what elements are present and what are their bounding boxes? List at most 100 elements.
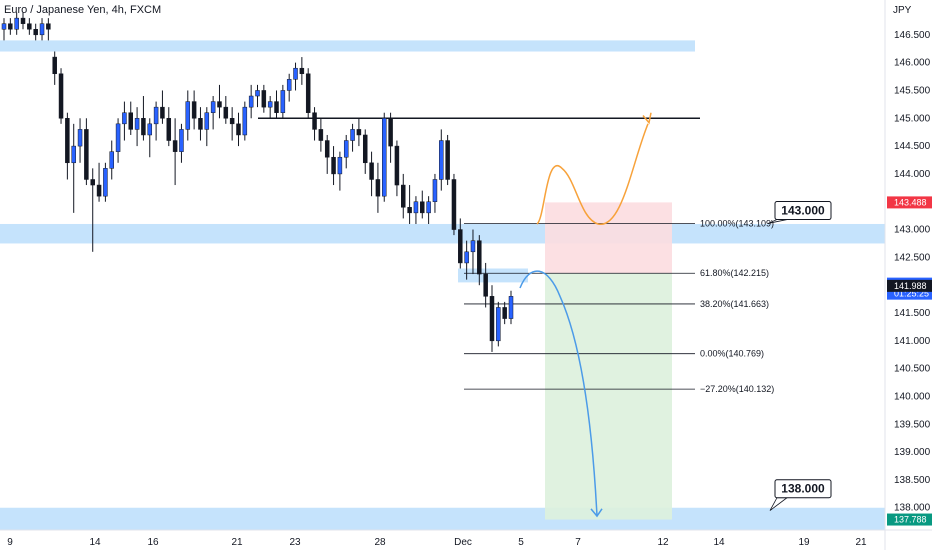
candle-down	[217, 101, 222, 108]
fib-level-label: 38.20%(141.663)	[700, 299, 769, 309]
candle-down	[191, 101, 197, 119]
candle-up	[470, 240, 476, 253]
price-tick-label: 139.500	[894, 419, 931, 430]
candle-down	[299, 67, 305, 75]
time-tick-label: 14	[713, 537, 725, 548]
candle-down	[223, 106, 229, 119]
candle-down	[318, 129, 324, 141]
time-tick-label: 19	[798, 537, 810, 548]
candle-up	[185, 101, 191, 130]
candle-down	[274, 101, 279, 113]
candle-down	[477, 240, 482, 275]
time-tick-label: Dec	[454, 537, 472, 548]
callout-label: 143.000	[781, 204, 825, 218]
price-tick-label: 145.500	[894, 85, 931, 96]
time-tick-label: 28	[374, 537, 386, 548]
price-badge	[887, 196, 932, 209]
candle-down	[8, 23, 13, 30]
candle-down	[198, 118, 203, 130]
candle-down	[33, 29, 38, 36]
candle-down	[407, 207, 412, 214]
candle-up	[115, 123, 121, 152]
candle-up	[413, 201, 419, 214]
price-tick-label: 139.000	[894, 447, 931, 458]
candle-down	[458, 229, 463, 264]
price-tick-label: 140.500	[894, 364, 931, 375]
orange-arrowhead	[642, 112, 652, 125]
candle-down	[369, 162, 374, 180]
candle-down	[236, 123, 241, 136]
price-tick-label: 142.500	[894, 252, 931, 263]
price-badge	[887, 279, 932, 292]
candle-down	[128, 112, 133, 130]
price-badge	[887, 513, 932, 526]
support-resistance-zone	[0, 507, 885, 530]
candle-up	[1, 23, 7, 30]
candle-up	[382, 118, 387, 197]
stop-loss-zone	[545, 202, 672, 274]
candle-down	[489, 296, 495, 342]
fib-level-label: 100.00%(143.109)	[700, 218, 774, 228]
candle-up	[508, 296, 514, 319]
price-tick-label: 144.500	[894, 141, 931, 152]
candle-down	[65, 118, 70, 164]
candle-down	[52, 56, 57, 75]
price-axis[interactable]: 146.500 146.000 145.500 145.000 144.500 144.0…	[894, 30, 931, 514]
fib-level-label: 61.80%(142.215)	[700, 268, 769, 278]
candle-down	[141, 118, 146, 136]
countdown-label: 01:25:25	[894, 289, 929, 299]
price-tick-label: 146.000	[894, 58, 931, 69]
price-tick-label: 138.500	[894, 475, 931, 486]
candle-down	[46, 23, 51, 30]
candle-up	[14, 17, 19, 30]
candle-down	[84, 129, 89, 180]
candle-down	[166, 118, 172, 141]
currency-label: JPY	[893, 5, 912, 16]
time-axis[interactable]: 9 14 16 21 23 28 Dec 5 7 12 14 19 21	[7, 537, 867, 548]
candle-down	[229, 118, 235, 125]
candle-down	[375, 179, 381, 197]
candle-down	[20, 17, 26, 24]
price-tick-label: 141.000	[894, 336, 931, 347]
candle-up	[39, 23, 45, 36]
candle-down	[312, 112, 317, 130]
candle-down	[172, 140, 178, 152]
fib-level-label: −27.20%(140.132)	[700, 384, 774, 394]
price-tick-label: 138.000	[894, 503, 931, 514]
candle-up	[432, 179, 438, 202]
candle-down	[356, 129, 362, 136]
time-tick-label: 21	[855, 537, 867, 548]
callouts-layer: 143.000 138.000	[767, 201, 832, 511]
candle-up	[350, 129, 355, 141]
candle-up	[286, 79, 292, 91]
candle-down	[394, 145, 400, 186]
price-tick-label: 141.500	[894, 308, 931, 319]
candle-down	[261, 90, 267, 108]
bearish-projection-arrow	[519, 270, 598, 517]
candle-down	[90, 179, 95, 186]
candle-up	[496, 307, 501, 342]
candle-up	[337, 156, 343, 175]
price-tick-label: 145.000	[894, 113, 931, 124]
callout-box	[774, 201, 832, 221]
candle-down	[388, 118, 393, 147]
candle-up	[242, 106, 248, 136]
candle-down	[160, 106, 165, 119]
price-badge-label: 141.988	[894, 281, 927, 291]
price-tick-label: 146.500	[894, 30, 931, 41]
blue-arrowhead	[590, 508, 603, 518]
candle-up	[204, 112, 210, 130]
candle-up	[439, 140, 444, 180]
candle-down	[420, 201, 425, 214]
candle-up	[426, 201, 431, 214]
candle-down	[483, 273, 488, 297]
candle-down	[502, 307, 507, 319]
candle-down	[401, 184, 406, 208]
time-tick-label: 9	[7, 537, 13, 548]
candle-up	[153, 106, 159, 125]
time-tick-label: 12	[657, 537, 669, 548]
candle-up	[71, 145, 76, 164]
candle-up	[248, 95, 254, 108]
time-tick-label: 14	[89, 537, 101, 548]
